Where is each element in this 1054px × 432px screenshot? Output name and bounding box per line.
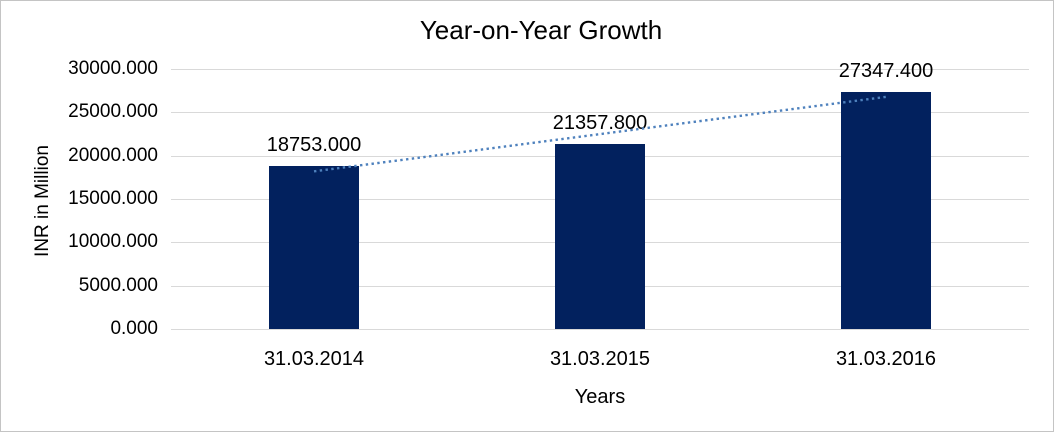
x-axis-category-label: 31.03.2014 <box>263 348 365 370</box>
gridline <box>171 329 1029 330</box>
x-axis-title: Years <box>574 386 626 408</box>
y-axis-tick-label: 10000.000 <box>68 231 158 253</box>
bar <box>269 166 359 329</box>
y-axis-tick-label: 5000.000 <box>78 274 158 296</box>
y-axis-tick-label: 25000.000 <box>68 101 158 123</box>
data-label: 27347.400 <box>838 59 934 82</box>
data-label: 21357.800 <box>552 111 648 134</box>
x-axis-category-label: 31.03.2015 <box>549 348 651 370</box>
bar <box>841 91 931 329</box>
y-axis-tick-label: 30000.000 <box>68 58 158 79</box>
plot-area <box>171 69 1029 330</box>
y-axis-tick-label: 15000.000 <box>68 188 158 209</box>
y-axis-tick-label: 0.000 <box>110 318 158 339</box>
gridline <box>171 69 1029 70</box>
x-axis-category-label: 31.03.2016 <box>835 348 937 370</box>
bar <box>555 143 645 329</box>
data-label: 18753.000 <box>266 134 362 157</box>
y-axis-tick-label: 20000.000 <box>68 144 158 166</box>
chart-title: Year-on-Year Growth <box>419 15 663 45</box>
